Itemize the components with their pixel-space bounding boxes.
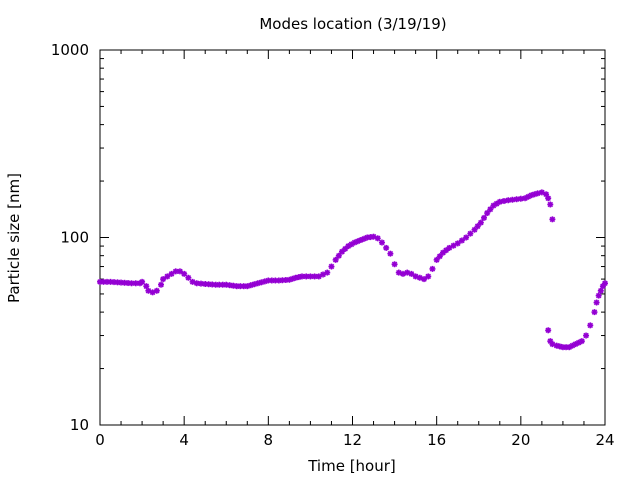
x-tick-label: 24 (595, 431, 614, 449)
data-point (591, 309, 598, 316)
data-point (593, 299, 600, 306)
data-point (176, 268, 183, 275)
data-point (545, 195, 552, 202)
x-tick-label: 0 (95, 431, 105, 449)
data-point (400, 270, 406, 277)
data-point (458, 237, 465, 244)
chart-title: Modes location (3/19/19) (259, 15, 446, 33)
x-tick-label: 16 (427, 431, 446, 449)
data-point (261, 278, 268, 285)
plot-border (99, 49, 606, 426)
data-point (454, 240, 461, 247)
y-tick-label: 1000 (51, 41, 89, 59)
y-axis: 10 100 1000 (51, 41, 605, 434)
data-point (324, 269, 331, 276)
data-point (578, 338, 585, 345)
data-point (421, 276, 428, 283)
data-point (595, 292, 602, 299)
data-point (143, 283, 150, 290)
data-point (193, 280, 200, 287)
data-points (97, 189, 608, 351)
data-point (429, 265, 436, 272)
data-point (545, 327, 552, 334)
data-point (328, 263, 335, 270)
data-point (602, 280, 608, 287)
data-point (164, 273, 171, 280)
data-point (160, 276, 167, 283)
data-point (153, 287, 160, 294)
data-point (158, 281, 165, 288)
data-point (185, 274, 192, 281)
data-point (303, 273, 310, 280)
data-point (443, 247, 450, 254)
data-point (484, 210, 491, 217)
data-point (378, 239, 385, 246)
x-axis-label: Time [hour] (307, 457, 396, 475)
y-tick-label: 100 (60, 229, 89, 247)
data-point (549, 216, 556, 223)
data-point (383, 244, 390, 251)
data-point (583, 332, 590, 339)
data-point (481, 214, 488, 221)
data-point (374, 235, 381, 242)
y-axis-label: Particle size [nm] (5, 173, 23, 303)
data-point (547, 201, 554, 208)
data-point (387, 250, 394, 257)
x-tick-label: 8 (264, 431, 274, 449)
data-point (425, 273, 432, 280)
data-point (450, 242, 457, 249)
data-point (463, 234, 470, 241)
data-point (168, 270, 175, 277)
data-point (132, 280, 139, 287)
y-tick-label: 10 (70, 416, 89, 434)
data-point (572, 341, 579, 348)
data-point (587, 322, 594, 329)
x-axis: 0 4 8 12 16 20 24 (95, 50, 615, 449)
data-point (181, 270, 188, 277)
x-tick-label: 20 (511, 431, 530, 449)
data-point (391, 261, 398, 268)
data-point (139, 278, 146, 285)
data-point (408, 270, 415, 277)
data-point (597, 287, 604, 294)
x-tick-label: 4 (179, 431, 189, 449)
x-tick-label: 12 (343, 431, 362, 449)
data-point (477, 219, 484, 226)
plot-frame (99, 49, 606, 426)
data-point (467, 230, 474, 237)
